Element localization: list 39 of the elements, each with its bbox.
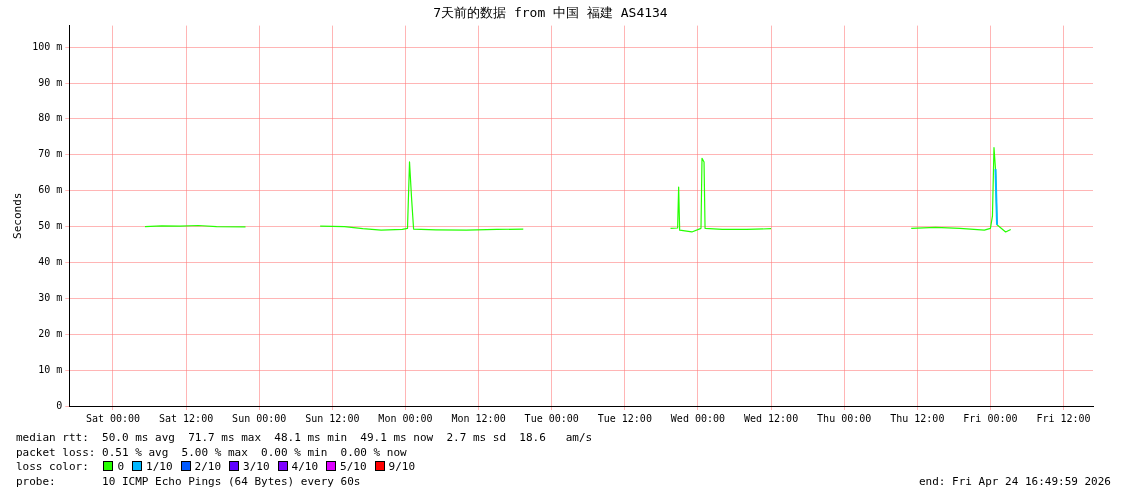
x-tick-label: Thu 00:00 xyxy=(817,412,872,424)
x-tick-label: Mon 12:00 xyxy=(451,412,506,424)
legend-label: 5/10 xyxy=(340,460,367,473)
x-tick-label: Wed 12:00 xyxy=(743,412,799,424)
x-tick-label: Fri 12:00 xyxy=(1036,412,1091,424)
y-tick-label: 70 m xyxy=(38,148,63,160)
text: median rtt: 50.0 ms avg 71.7 ms max 48.1 ms min 49.1 ms now 2.7 ms sd 18.6 am/s xyxy=(16,431,594,446)
legend-label: 1/10 xyxy=(146,460,173,473)
x-tick-label: Tue 12:00 xyxy=(597,412,652,424)
legend-label: 9/10 xyxy=(388,460,416,473)
x-tick-label: Sat 12:00 xyxy=(159,412,214,424)
legend-label: 0 xyxy=(117,460,125,473)
y-tick-label: 10 m xyxy=(38,363,63,375)
text: packet loss: 0.51 % avg 5.00 % max 0.00 % min 0.00 % now xyxy=(16,445,408,460)
y-tick-label: 80 m xyxy=(38,112,63,124)
legend-title: loss color: xyxy=(16,460,90,473)
text: end: Fri Apr 24 16:49:59 2026 xyxy=(918,474,1111,489)
legend-label: 4/10 xyxy=(291,460,319,473)
x-tick-label: Sat 00:00 xyxy=(85,412,141,424)
y-axis-title: Seconds xyxy=(11,192,25,239)
y-tick-label: 20 m xyxy=(38,327,63,339)
chart-title: 7天前的数据 from 中国 福建 AS4134 xyxy=(433,5,668,21)
x-tick-label: Thu 12:00 xyxy=(890,412,945,424)
x-tick-label: Wed 00:00 xyxy=(670,412,726,424)
x-tick-label: Fri 00:00 xyxy=(963,412,1018,424)
text: probe: 10 ICMP Echo Pings (64 Bytes) every 60s xyxy=(16,474,361,488)
x-tick-label: Mon 00:00 xyxy=(378,412,433,424)
legend-label: 2/10 xyxy=(194,460,222,473)
y-tick-label: 40 m xyxy=(38,256,63,268)
x-tick-label: Sun 12:00 xyxy=(305,412,360,424)
y-tick-label: 60 m xyxy=(38,184,63,196)
y-tick-label: 100 m xyxy=(32,40,63,52)
y-tick-label: 30 m xyxy=(38,291,63,303)
x-tick-label: Tue 00:00 xyxy=(524,412,579,424)
y-tick-label: 50 m xyxy=(38,220,63,232)
legend-label: 3/10 xyxy=(243,460,270,473)
y-tick-label: 0 xyxy=(56,399,63,411)
x-tick-label: Sun 00:00 xyxy=(232,412,287,424)
y-tick-label: 90 m xyxy=(38,76,63,88)
